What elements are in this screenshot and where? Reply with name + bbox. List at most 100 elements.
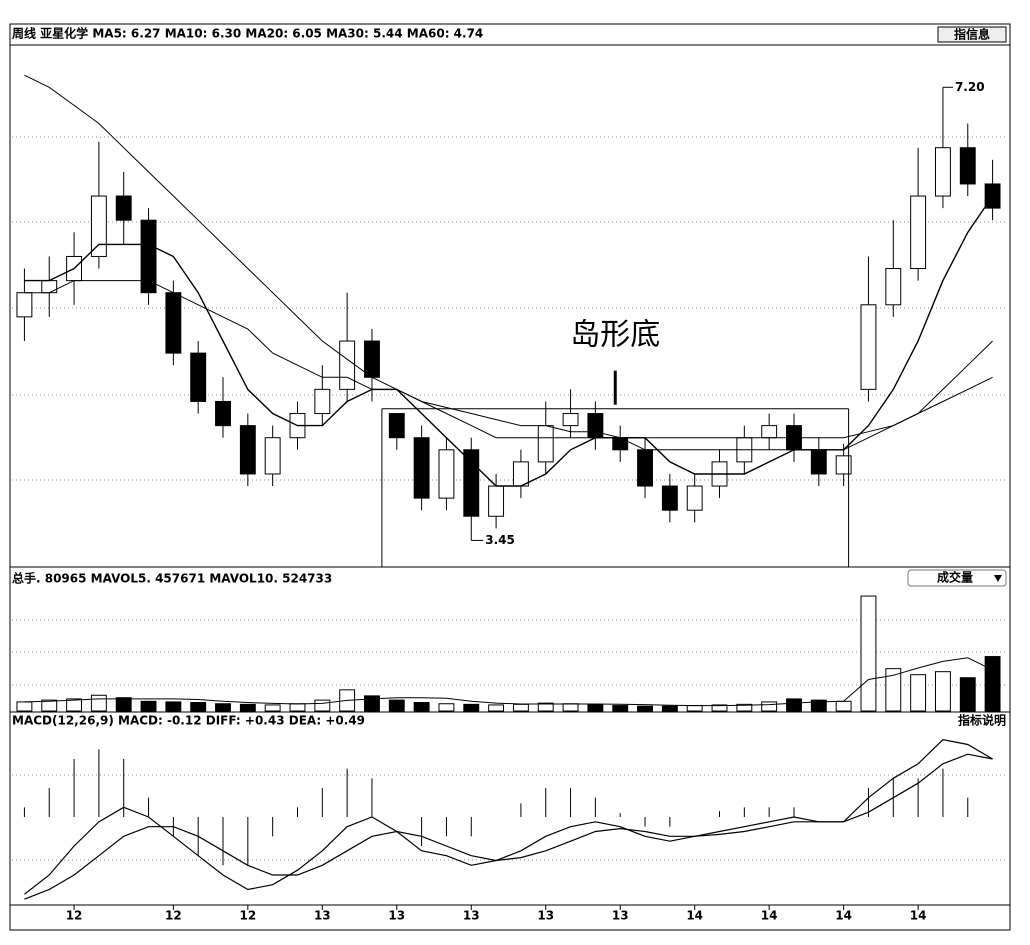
volume-bar: [488, 704, 505, 712]
x-tick-label: 13: [612, 909, 629, 923]
candle-body: [761, 425, 778, 439]
volume-bar: [165, 701, 182, 712]
volume-bar: [314, 699, 331, 712]
volume-bar: [885, 668, 902, 712]
indicator-select[interactable]: [907, 569, 1007, 587]
candle-body: [215, 400, 231, 427]
volume-bar: [810, 699, 827, 712]
dropdown-arrow[interactable]: [994, 575, 1002, 582]
volume-bar: [463, 703, 480, 712]
candle-body: [637, 449, 653, 487]
volume-bar: [612, 705, 629, 712]
candle-body: [90, 195, 107, 257]
volume-bar: [413, 702, 430, 712]
x-tick-label: 14: [835, 909, 852, 923]
x-tick-label: 13: [388, 909, 405, 923]
x-tick-label: 12: [165, 909, 182, 923]
volume-bar: [215, 703, 231, 712]
candle-body: [512, 461, 529, 487]
candle-body: [835, 455, 852, 475]
indicator-select-label[interactable]: 成交量: [937, 570, 973, 585]
volume-bar: [587, 704, 604, 712]
volume-bar: [537, 702, 554, 712]
info-button[interactable]: [937, 26, 1007, 43]
volume-bar: [562, 703, 579, 712]
volume-bar: [388, 699, 405, 712]
candle-body: [364, 340, 380, 378]
volume-title: 总手. 80965 MAVOL5. 457671 MAVOL10. 524733: [12, 571, 332, 586]
volume-bar: [984, 656, 1001, 712]
volume-bar: [41, 699, 58, 712]
candle-body: [388, 413, 405, 439]
candle-body: [810, 449, 827, 475]
candle-body: [537, 425, 554, 463]
ma-line: [24, 280, 993, 451]
candle-body: [264, 437, 281, 475]
candle-body: [339, 340, 356, 390]
candle-body: [140, 219, 157, 294]
volume-bar: [860, 595, 877, 712]
volume-bar: [736, 703, 753, 712]
candle-body: [686, 485, 703, 511]
candle-body: [413, 437, 430, 499]
volume-bar: [115, 697, 132, 712]
min-label: 3.45: [485, 533, 515, 547]
candle-body: [934, 147, 951, 197]
panel-grid: [12, 136, 1008, 861]
volume-bar: [264, 704, 281, 712]
dea-line: [24, 753, 993, 900]
diff-line: [24, 739, 993, 895]
macd-title: MACD(12,26,9) MACD: -0.12 DIFF: +0.43 DE…: [12, 714, 365, 728]
x-tick-label: 14: [910, 909, 927, 923]
volume-bar: [512, 703, 529, 712]
volume-bar: [637, 705, 653, 712]
candle-body: [190, 352, 207, 402]
x-tick-label: 12: [239, 909, 256, 923]
volume-bar: [786, 698, 802, 712]
mavol-line: [24, 657, 993, 707]
volume-bar: [16, 701, 33, 712]
volume-bar: [239, 703, 256, 712]
info-button-label[interactable]: 指信息: [954, 27, 990, 42]
max-label: 7.20: [955, 80, 985, 94]
volume-bar: [711, 704, 728, 712]
candle-body: [16, 292, 33, 318]
candle-body: [885, 268, 902, 306]
island-label: 岛形底: [570, 318, 660, 353]
candle-body: [314, 388, 331, 415]
candle-body: [463, 449, 480, 517]
frame: [9, 23, 1011, 931]
candle-body: [910, 195, 927, 270]
candle-body: [488, 485, 505, 517]
volume-bar: [289, 703, 306, 712]
volume-bar: [761, 701, 778, 712]
volume-bar: [364, 695, 380, 712]
candle-body: [41, 280, 58, 294]
macd-help[interactable]: 指标说明: [958, 713, 1006, 728]
candle-body: [587, 413, 604, 439]
volume-bar: [661, 705, 678, 712]
candle-body: [165, 292, 182, 354]
volume-bar: [190, 702, 207, 712]
candle-body: [438, 449, 455, 499]
x-tick-label: 14: [686, 909, 703, 923]
x-tick-label: 13: [463, 909, 480, 923]
volume-bar: [438, 703, 455, 712]
candle-body: [115, 195, 132, 221]
candle-body: [562, 413, 579, 427]
candle-body: [612, 437, 629, 451]
x-tick-label: 13: [537, 909, 554, 923]
volume-bar: [934, 671, 951, 712]
x-tick-label: 12: [66, 909, 83, 923]
volume-bar: [835, 700, 852, 712]
x-tick-label: 13: [314, 909, 331, 923]
volume-bar: [959, 677, 976, 712]
volume-bar: [910, 674, 927, 712]
volume-bar: [686, 705, 703, 712]
candle-body: [959, 147, 976, 185]
x-tick-label: 14: [761, 909, 778, 923]
ma-line: [24, 74, 993, 439]
volume-bar: [90, 694, 107, 712]
candle-body: [239, 425, 256, 475]
